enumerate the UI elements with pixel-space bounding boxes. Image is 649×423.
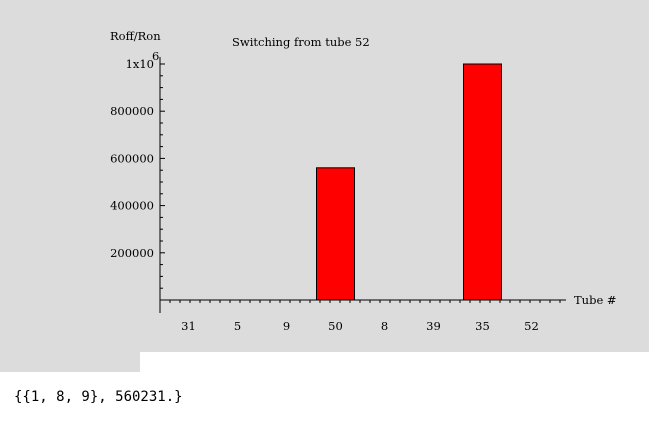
x-tick-label-39: 39	[426, 319, 441, 333]
x-tick-label-31: 31	[181, 319, 196, 333]
tick-group: 31 5 9 50 8 39 35 52 200000 400000 600000 800000 1x1…	[110, 49, 561, 333]
y-axis-title: Roff/Ron	[110, 29, 161, 43]
bar-chart: 31 5 9 50 8 39 35 52 200000 400000 600000 800000 1x1…	[110, 29, 617, 333]
y-tick-label-4: 1x10	[126, 57, 154, 71]
chart-title: Switching from tube 52	[232, 35, 370, 49]
x-tick-label-5: 5	[234, 319, 241, 333]
chart-axes	[159, 57, 566, 313]
y-tick-label-0: 200000	[110, 246, 154, 260]
y-tick-label-1: 400000	[110, 199, 154, 213]
output-expression: {{1, 8, 9}, 560231.}	[14, 389, 183, 405]
bar-35	[463, 63, 502, 301]
graphics-cell-tail	[0, 352, 140, 372]
x-tick-label-52: 52	[524, 319, 539, 333]
x-tick-label-9: 9	[283, 319, 290, 333]
x-tick-label-8: 8	[381, 319, 388, 333]
y-tick-label-2: 600000	[110, 151, 154, 165]
x-axis-title: Tube #	[574, 293, 617, 307]
x-tick-label-50: 50	[328, 319, 343, 333]
y-tick-label-3: 800000	[110, 104, 154, 118]
graphics-cell[interactable]: 31 5 9 50 8 39 35 52 200000 400000 600000 800000 1x1…	[0, 0, 649, 352]
chart-marks	[316, 63, 502, 301]
x-tick-label-35: 35	[475, 319, 490, 333]
bar-50	[316, 167, 355, 301]
y-tick-exponent: 6	[152, 49, 159, 63]
